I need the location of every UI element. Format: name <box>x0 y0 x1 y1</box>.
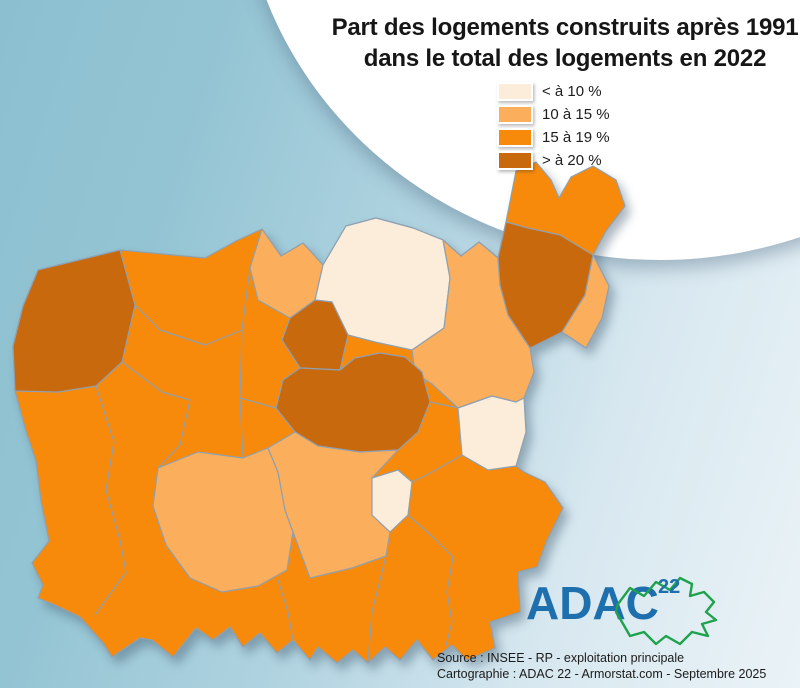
region-west-mid-light <box>152 447 294 593</box>
legend-row-lt10: < à 10 % <box>497 80 610 103</box>
region-small-dark <box>281 299 349 371</box>
legend-row-15-19: 15 à 19 % <box>497 126 610 149</box>
legend-label-lt10: < à 10 % <box>542 83 602 100</box>
credits: Source : INSEE - RP - exploitation princ… <box>437 650 766 682</box>
inner-boundary-9 <box>429 401 459 409</box>
legend-swatch-gt20 <box>497 151 533 170</box>
legend: < à 10 % 10 à 15 % 15 à 19 % > à 20 % <box>497 80 610 172</box>
department-22-shape <box>614 576 718 646</box>
department-outline-icon <box>614 576 718 646</box>
legend-swatch-15-19 <box>497 128 533 147</box>
region-ne-light <box>561 254 610 349</box>
legend-row-gt20: > à 20 % <box>497 149 610 172</box>
inner-boundary-6 <box>367 555 387 664</box>
legend-label-15-19: 15 à 19 % <box>542 129 610 146</box>
inner-boundary-8 <box>407 514 454 647</box>
legend-label-10-15: 10 à 15 % <box>542 106 610 123</box>
cartography-line: Cartographie : ADAC 22 - Armorstat.com -… <box>437 667 767 681</box>
inner-boundary-1 <box>94 385 127 616</box>
page-title: Part des logements construits après 1991… <box>330 12 800 74</box>
inner-boundary-0 <box>134 267 251 346</box>
region-east-cream <box>457 395 527 471</box>
inner-boundary-5 <box>277 579 294 641</box>
region-nw-dark <box>12 249 136 393</box>
inner-boundary-7 <box>411 454 463 483</box>
title-line-1: Part des logements construits après 1991 <box>331 14 799 41</box>
adac-logo: ADAC 22 <box>526 576 736 656</box>
legend-swatch-10-15 <box>497 105 533 124</box>
title-line-2: dans le total des logements en 2022 <box>363 45 767 72</box>
adac-logo-number: 22 <box>658 576 681 598</box>
inner-boundary-4 <box>239 397 277 409</box>
legend-label-gt20: > à 20 % <box>542 152 602 169</box>
inner-boundary-2 <box>121 361 191 469</box>
adac-logo-text: ADAC <box>526 577 659 629</box>
legend-swatch-lt10 <box>497 82 533 101</box>
source-line: Source : INSEE - RP - exploitation princ… <box>437 651 685 665</box>
legend-row-10-15: 10 à 15 % <box>497 103 610 126</box>
